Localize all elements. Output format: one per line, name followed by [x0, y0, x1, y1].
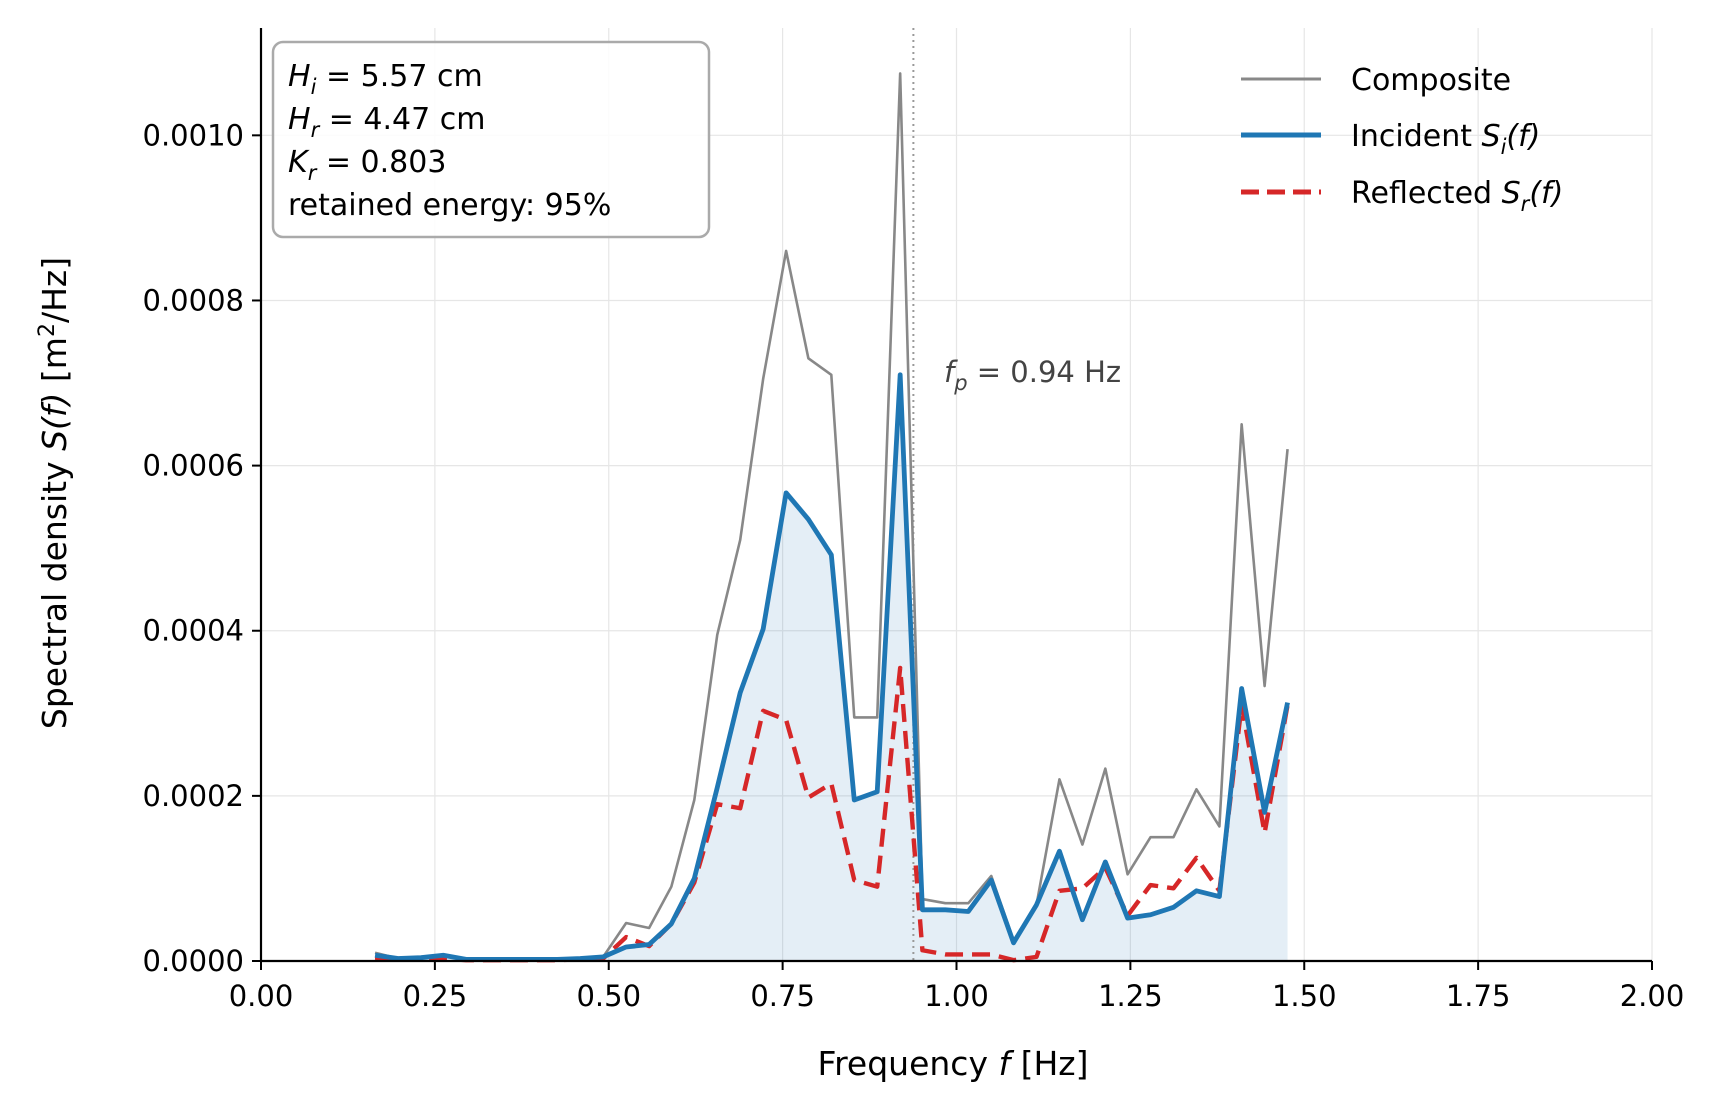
- legend-reflected-label: Reflected Sr(f): [1351, 176, 1563, 216]
- info-line-retained-energy: retained energy: 95%: [288, 188, 611, 223]
- info-line-incident-height: Hi = 5.57 cm: [288, 59, 483, 99]
- info-box: Hi = 5.57 cm Hr = 4.47 cm Kr = 0.803 ret…: [271, 40, 711, 239]
- x-tick-label: 1.50: [1272, 979, 1337, 1013]
- y-axis-label: Spectral density S(f) [m2/Hz]: [35, 257, 74, 729]
- y-tick-label: 0.0002: [143, 779, 244, 813]
- legend: Composite Incident Si(f) Reflected Sr(f): [1241, 63, 1563, 216]
- legend-composite-label: Composite: [1351, 63, 1511, 98]
- incident-line: [374, 372, 1290, 962]
- grid: [260, 28, 1653, 962]
- peak-frequency-label: fp = 0.94 Hz: [944, 355, 1121, 395]
- y-tick-label: 0.0004: [143, 614, 244, 648]
- legend-incident-label: Incident Si(f): [1351, 119, 1540, 159]
- y-tick-label: 0.0008: [143, 283, 244, 317]
- incident-fill-area: [375, 374, 1288, 961]
- x-axis-label: Frequency f [Hz]: [818, 1044, 1089, 1083]
- y-tick-label: 0.0000: [143, 944, 244, 978]
- y-axis-ticks: 0.0000 0.0002 0.0004 0.0006 0.0008 0.0010: [143, 118, 261, 978]
- x-tick-label: 0.00: [229, 979, 294, 1013]
- x-tick-label: 1.25: [1098, 979, 1163, 1013]
- info-line-reflected-height: Hr = 4.47 cm: [288, 102, 485, 142]
- info-box-frame: [271, 40, 711, 239]
- x-tick-label: 0.50: [576, 979, 641, 1013]
- x-tick-label: 1.75: [1446, 979, 1511, 1013]
- x-tick-label: 0.25: [403, 979, 468, 1013]
- x-axis-ticks: 0.00 0.25 0.50 0.75 1.00 1.25 1.50 1.75 2.00: [229, 961, 1685, 1013]
- x-tick-label: 2.00: [1620, 979, 1685, 1013]
- incident-area-fill: [375, 374, 1288, 961]
- x-tick-label: 1.00: [924, 979, 989, 1013]
- info-line-reflection-coefficient: Kr = 0.803: [288, 145, 446, 185]
- x-tick-label: 0.75: [750, 979, 815, 1013]
- y-tick-label: 0.0010: [143, 118, 244, 152]
- y-tick-label: 0.0006: [143, 449, 244, 483]
